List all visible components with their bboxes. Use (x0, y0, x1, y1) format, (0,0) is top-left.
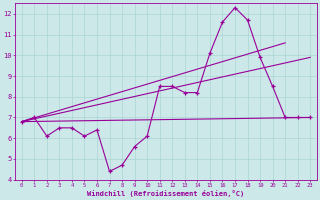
X-axis label: Windchill (Refroidissement éolien,°C): Windchill (Refroidissement éolien,°C) (87, 190, 244, 197)
